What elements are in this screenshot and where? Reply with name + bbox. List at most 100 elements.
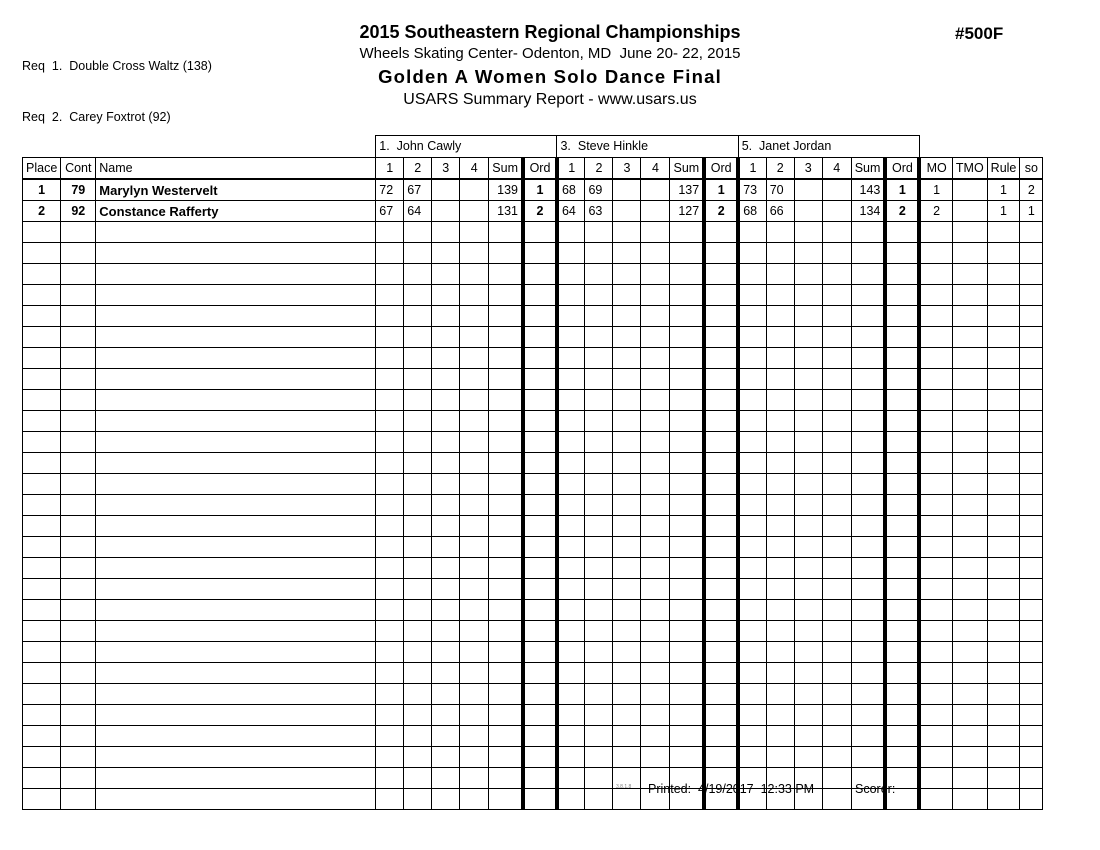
empty-row [21, 305, 1044, 327]
ord-cell [520, 452, 559, 474]
score-cell [793, 431, 823, 453]
rule-cell [986, 788, 1021, 810]
score-cell [821, 641, 852, 663]
rule-cell: 1 [986, 200, 1021, 222]
sum-cell [669, 662, 705, 684]
championship-title: 2015 Southeastern Regional Championships [359, 22, 741, 42]
score-cell [431, 662, 461, 684]
so-cell [1019, 368, 1044, 390]
score-cell [584, 242, 614, 264]
tmo-cell [951, 347, 988, 369]
score-cell [431, 347, 461, 369]
ord-cell [702, 746, 741, 768]
place-cell [21, 725, 62, 747]
place-cell [21, 452, 62, 474]
empty-row [21, 326, 1044, 348]
score-cell [431, 410, 461, 432]
score-cell [821, 389, 852, 411]
sum-cell [669, 452, 705, 474]
sum-cell [488, 599, 524, 621]
sum-cell [669, 389, 705, 411]
ord-cell [702, 221, 741, 243]
ord-cell [702, 368, 741, 390]
cont-cell [60, 389, 97, 411]
score-cell [584, 305, 614, 327]
tmo-cell [951, 263, 988, 285]
col-header-judge3-1: 1 [737, 157, 767, 180]
cont-cell [60, 347, 97, 369]
tmo-cell [951, 557, 988, 579]
score-cell [584, 683, 614, 705]
score-cell [821, 221, 852, 243]
mo-cell [918, 536, 953, 558]
score-cell [640, 431, 671, 453]
name-cell [95, 263, 377, 285]
col-header-rule: Rule [986, 157, 1021, 180]
score-cell [403, 578, 433, 600]
tmo-cell [951, 788, 988, 810]
col-header-judge3-3: 3 [793, 157, 823, 180]
ord-cell [702, 347, 741, 369]
cont-cell [60, 788, 97, 810]
tmo-cell [951, 452, 988, 474]
printed-timestamp: Printed: 4/19/2017 12:33 PM [648, 782, 815, 796]
col-header-judge1-ord: Ord [520, 157, 559, 180]
score-cell [640, 599, 671, 621]
ord-cell [702, 662, 741, 684]
col-header-place: Place [21, 157, 62, 180]
name-cell [95, 305, 377, 327]
mo-cell: 1 [918, 178, 953, 201]
tmo-cell [951, 599, 988, 621]
mo-cell [918, 578, 953, 600]
sum-cell [850, 683, 886, 705]
place-cell [21, 221, 62, 243]
tmo-cell [951, 536, 988, 558]
ord-cell [520, 620, 559, 642]
score-cell [584, 788, 614, 810]
col-header-mo: MO [918, 157, 953, 180]
score-cell [431, 725, 461, 747]
place-cell [21, 557, 62, 579]
score-cell [584, 662, 614, 684]
so-cell: 2 [1019, 178, 1044, 201]
score-cell [821, 431, 852, 453]
col-header-judge1-sum: Sum [488, 157, 524, 180]
score-cell: 64 [556, 200, 586, 222]
so-cell [1019, 242, 1044, 264]
tmo-cell [951, 620, 988, 642]
score-cell [584, 536, 614, 558]
ord-cell [702, 389, 741, 411]
score-cell [403, 641, 433, 663]
sum-cell [850, 284, 886, 306]
ord-cell [520, 263, 559, 285]
ord-cell [520, 326, 559, 348]
name-cell [95, 620, 377, 642]
col-header-judge2-1: 1 [556, 157, 586, 180]
ord-cell [520, 242, 559, 264]
ord-cell [520, 305, 559, 327]
score-cell [793, 221, 823, 243]
score-cell [403, 305, 433, 327]
ord-cell [520, 431, 559, 453]
name-cell [95, 662, 377, 684]
score-cell: 73 [737, 178, 767, 201]
score-cell [584, 263, 614, 285]
score-cell [459, 515, 490, 537]
cont-cell [60, 284, 97, 306]
ord-cell [883, 620, 922, 642]
score-cell [375, 788, 405, 810]
score-cell [765, 704, 795, 726]
so-cell [1019, 704, 1044, 726]
score-cell [765, 473, 795, 495]
score-cell [793, 641, 823, 663]
sum-cell [669, 431, 705, 453]
empty-row [21, 599, 1044, 621]
score-cell [640, 452, 671, 474]
name-cell [95, 788, 377, 810]
score-cell [459, 662, 490, 684]
sum-cell [488, 788, 524, 810]
score-cell [431, 200, 461, 222]
score-cell [556, 746, 586, 768]
ord-cell [702, 452, 741, 474]
score-cell [793, 599, 823, 621]
